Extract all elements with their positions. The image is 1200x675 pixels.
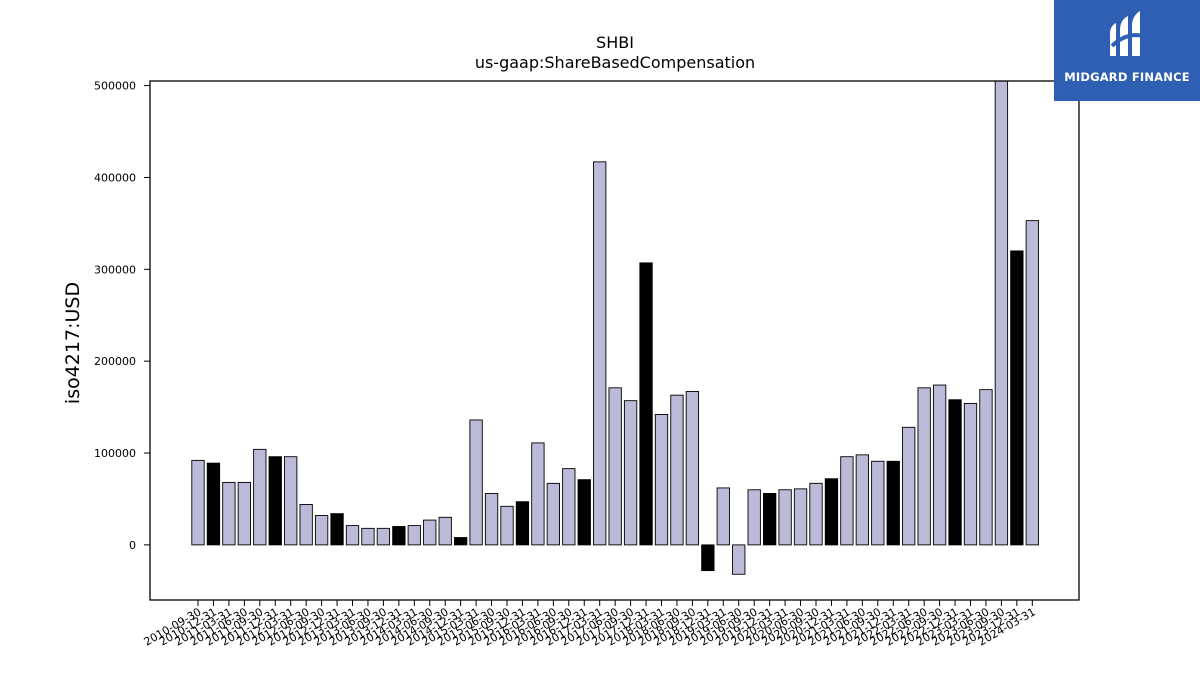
bar-2011-06-30: [237, 481, 251, 546]
bar-2012-06-30: [299, 504, 313, 546]
chart-subtitle: us-gaap:ShareBasedCompensation: [475, 53, 755, 72]
bar-2022-06-30: [917, 387, 931, 546]
bar-2022-12-31: [948, 399, 962, 546]
bar-2019-09-30: [747, 489, 761, 546]
bar-2019-12-31: [763, 492, 777, 546]
plot-frame: [149, 80, 1080, 601]
chart-title: SHBI: [596, 33, 634, 52]
bar-2011-09-30: [253, 448, 267, 546]
bar-2023-09-30: [994, 81, 1009, 546]
bar-2021-06-30: [855, 454, 870, 546]
bar-2020-03-31: [778, 489, 792, 546]
bar-2018-06-30: [670, 394, 684, 546]
bar-2018-12-31: [701, 544, 715, 572]
bar-2018-03-31: [654, 414, 669, 546]
y-axis-label: iso4217:USD: [62, 282, 84, 404]
y-tick-label: 200000: [94, 355, 136, 368]
bar-2017-03-31: [593, 161, 607, 546]
y-tick-label: 400000: [94, 171, 136, 184]
bar-2012-09-30: [314, 515, 329, 546]
bar-2019-03-31: [716, 487, 730, 546]
y-tick-label: 100000: [94, 447, 136, 460]
bar-2016-12-31: [577, 479, 591, 546]
midgard-finance-logo: MIDGARD FINANCE: [1054, 0, 1200, 101]
bar-2015-03-31: [469, 419, 483, 546]
bars: [191, 81, 1039, 575]
bar-2014-12-31: [454, 537, 468, 546]
bar-2010-09-30: [191, 459, 205, 546]
bar-2017-09-30: [623, 400, 638, 546]
bar-2021-09-30: [871, 460, 885, 546]
bar-2014-09-30: [438, 516, 452, 546]
bar-2011-03-31: [222, 481, 236, 546]
bar-2020-12-31: [824, 478, 839, 546]
bar-2013-03-31: [345, 525, 360, 546]
bar-2021-03-31: [840, 456, 854, 546]
bar-2022-03-31: [902, 426, 916, 546]
bar-2016-06-30: [546, 482, 561, 546]
bar-2013-12-31: [392, 526, 406, 546]
midgard-finance-logo-icon: [1110, 11, 1145, 56]
bar-2013-09-30: [376, 527, 391, 546]
bar-2022-09-30: [932, 384, 947, 546]
bar-2018-09-30: [685, 391, 700, 546]
bar-2020-06-30: [793, 488, 808, 546]
y-tick-label: 500000: [94, 80, 136, 93]
bar-2024-03-31: [1025, 220, 1039, 546]
bar-2015-09-30: [500, 505, 514, 546]
bar-2020-09-30: [809, 482, 823, 546]
bar-2015-06-30: [484, 492, 499, 546]
logo-text: MIDGARD FINANCE: [1064, 70, 1190, 84]
bar-2014-03-31: [407, 525, 421, 546]
plot-area: 2010-09-302010-12-312011-03-312011-06-30…: [94, 80, 1039, 649]
bar-2023-03-31: [963, 402, 978, 546]
bar-2012-12-31: [330, 513, 344, 546]
bar-2016-09-30: [562, 468, 576, 546]
bar-2017-12-31: [639, 262, 653, 546]
bar-2019-06-30: [732, 544, 746, 575]
bar-2015-12-31: [515, 501, 530, 546]
y-tick-label: 0: [129, 539, 136, 552]
bar-2013-06-30: [361, 527, 375, 546]
bar-2021-12-31: [886, 460, 900, 546]
bar-2016-03-31: [531, 442, 545, 546]
bar-2023-12-31: [1010, 250, 1024, 546]
y-tick-label: 300000: [94, 263, 136, 276]
bar-2010-12-31: [206, 462, 221, 546]
bar-2011-12-31: [268, 456, 282, 546]
bar-2012-03-31: [284, 456, 298, 546]
bar-2014-06-30: [423, 519, 437, 546]
bar-2017-06-30: [608, 387, 622, 546]
bar-2023-06-30: [979, 389, 993, 546]
